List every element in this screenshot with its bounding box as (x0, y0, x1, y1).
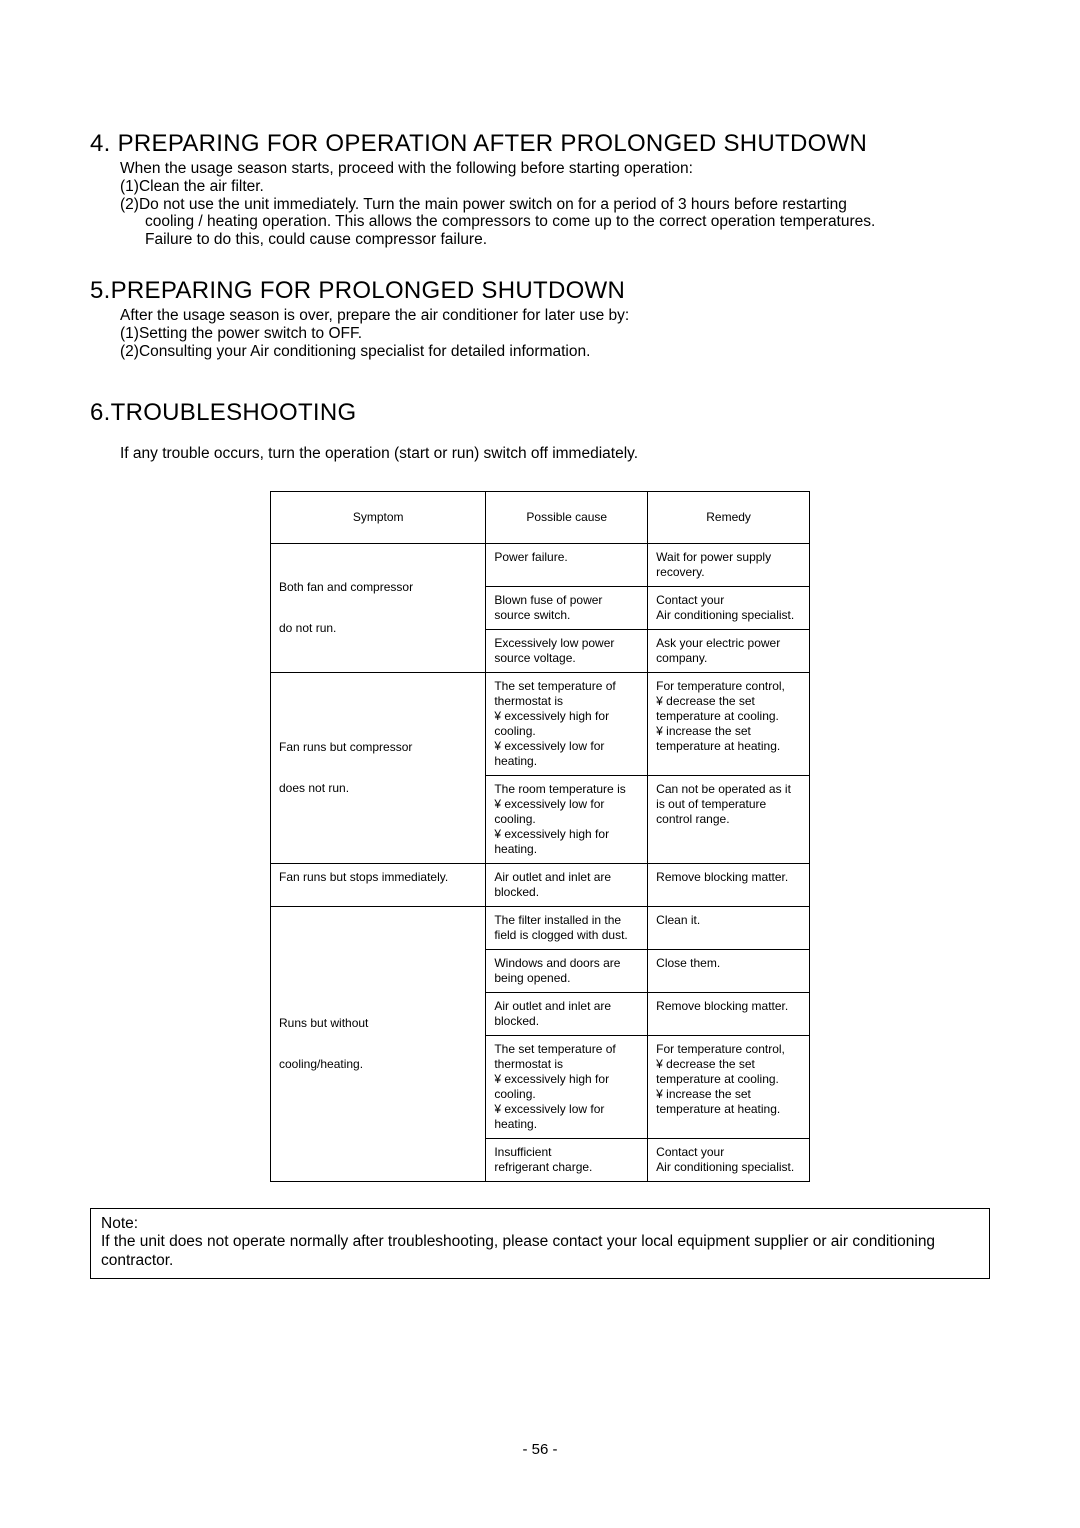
cause-cell: The set temperature of thermostat is ¥ e… (486, 1035, 648, 1138)
remedy-cell: Contact your Air conditioning specialist… (648, 586, 810, 629)
remedy-cell: Contact your Air conditioning specialist… (648, 1138, 810, 1181)
table-row: Fan runs but compressor does not run.The… (271, 672, 810, 775)
troubleshooting-table: Symptom Possible cause Remedy Both fan a… (270, 491, 810, 1182)
cause-cell: Air outlet and inlet are blocked. (486, 992, 648, 1035)
section5-heading: 5.PREPARING FOR PROLONGED SHUTDOWN (90, 277, 990, 305)
cause-cell: Excessively low power source voltage. (486, 629, 648, 672)
section4-heading: 4. PREPARING FOR OPERATION AFTER PROLONG… (90, 130, 990, 158)
section4-item2-line3: Failure to do this, could cause compress… (145, 231, 990, 249)
remedy-cell: Ask your electric power company. (648, 629, 810, 672)
page-number: - 56 - (0, 1441, 1080, 1458)
table-row: Runs but without cooling/heating.The fil… (271, 906, 810, 949)
cause-cell: Power failure. (486, 543, 648, 586)
section4-item2-line1: (2)Do not use the unit immediately. Turn… (120, 196, 990, 214)
table-row: Fan runs but stops immediately.Air outle… (271, 863, 810, 906)
remedy-cell: Wait for power supply recovery. (648, 543, 810, 586)
col-header-cause: Possible cause (486, 491, 648, 543)
symptom-cell: Fan runs but stops immediately. (271, 863, 486, 906)
cause-cell: The set temperature of thermostat is ¥ e… (486, 672, 648, 775)
cause-cell: Windows and doors are being opened. (486, 949, 648, 992)
remedy-cell: Clean it. (648, 906, 810, 949)
remedy-cell: Remove blocking matter. (648, 992, 810, 1035)
symptom-cell: Fan runs but compressor does not run. (271, 672, 486, 863)
section6-intro: If any trouble occurs, turn the operatio… (120, 445, 990, 463)
cause-cell: The filter installed in the field is clo… (486, 906, 648, 949)
cause-cell: Blown fuse of power source switch. (486, 586, 648, 629)
col-header-symptom: Symptom (271, 491, 486, 543)
remedy-cell: Can not be operated as it is out of temp… (648, 775, 810, 863)
col-header-remedy: Remedy (648, 491, 810, 543)
table-row: Both fan and compressor do not run.Power… (271, 543, 810, 586)
cause-cell: Insufficient refrigerant charge. (486, 1138, 648, 1181)
section5-item1: (1)Setting the power switch to OFF. (120, 325, 990, 343)
symptom-cell: Both fan and compressor do not run. (271, 543, 486, 672)
section4-item2-line2: cooling / heating operation. This allows… (145, 213, 990, 231)
remedy-cell: Remove blocking matter. (648, 863, 810, 906)
remedy-cell: For temperature control, ¥ decrease the … (648, 1035, 810, 1138)
table-body: Both fan and compressor do not run.Power… (271, 543, 810, 1181)
table-header-row: Symptom Possible cause Remedy (271, 491, 810, 543)
section5-item2: (2)Consulting your Air conditioning spec… (120, 343, 990, 361)
section4-intro: When the usage season starts, proceed wi… (120, 160, 990, 178)
remedy-cell: Close them. (648, 949, 810, 992)
section6-heading: 6.TROUBLESHOOTING (90, 399, 990, 427)
section4-item1: (1)Clean the air filter. (120, 178, 990, 196)
note-box: Note: If the unit does not operate norma… (90, 1208, 990, 1280)
section5-intro: After the usage season is over, prepare … (120, 307, 990, 325)
remedy-cell: For temperature control, ¥ decrease the … (648, 672, 810, 775)
troubleshooting-table-wrap: Symptom Possible cause Remedy Both fan a… (270, 491, 810, 1182)
note-body: If the unit does not operate normally af… (101, 1233, 935, 1269)
cause-cell: Air outlet and inlet are blocked. (486, 863, 648, 906)
note-label: Note: (101, 1215, 979, 1234)
manual-page: 4. PREPARING FOR OPERATION AFTER PROLONG… (0, 0, 1080, 1528)
symptom-cell: Runs but without cooling/heating. (271, 906, 486, 1181)
cause-cell: The room temperature is ¥ excessively lo… (486, 775, 648, 863)
